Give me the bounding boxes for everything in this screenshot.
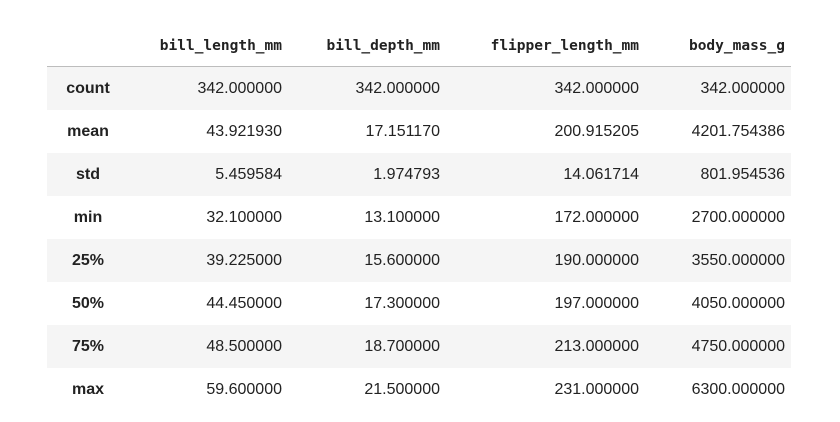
table-cell: 13.100000 [364,208,440,226]
table-cell: 197.000000 [554,294,639,312]
table-row: min 32.100000 13.100000 172.000000 2700.… [47,196,791,239]
table-cell: 18.700000 [364,337,440,355]
table-cell: 15.600000 [364,251,440,269]
table-cell: 342.000000 [355,79,440,97]
table-cell: 39.225000 [206,251,282,269]
column-header: body_mass_g [645,26,791,67]
column-header: flipper_length_mm [446,26,645,67]
table-cell: 14.061714 [563,165,639,183]
row-label: std [76,165,100,183]
table-cell: 342.000000 [197,79,282,97]
table-row: 75% 48.500000 18.700000 213.000000 4750.… [47,325,791,368]
row-label: 50% [71,294,105,312]
row-label: count [66,79,110,97]
table-row: count 342.000000 342.000000 342.000000 3… [47,66,791,110]
table-cell: 17.151170 [365,122,440,140]
table-cell: 4750.000000 [691,337,785,355]
table-cell: 6300.000000 [691,380,785,398]
row-label: 75% [71,337,105,355]
column-header: bill_depth_mm [288,26,446,67]
table-row: max 59.600000 21.500000 231.000000 6300.… [47,368,791,411]
table-cell: 48.500000 [206,337,282,355]
row-label: max [71,380,105,398]
table-cell: 17.300000 [364,294,440,312]
table-cell: 44.450000 [206,294,282,312]
row-label: mean [67,122,109,140]
table-cell: 200.915205 [554,122,639,140]
header-row: bill_length_mm bill_depth_mm flipper_len… [47,26,791,67]
table-cell: 172.000000 [554,208,639,226]
table-cell: 342.000000 [554,79,639,97]
describe-table: bill_length_mm bill_depth_mm flipper_len… [47,26,791,411]
row-label: 25% [71,251,105,269]
table-cell: 59.600000 [206,380,282,398]
table-cell: 32.100000 [206,208,282,226]
table-cell: 21.500000 [364,380,440,398]
column-header: bill_length_mm [129,26,288,67]
table-row: mean 43.921930 17.151170 200.915205 4201… [47,110,791,153]
table-cell: 2700.000000 [691,208,785,226]
table-cell: 213.000000 [554,337,639,355]
table-row: 25% 39.225000 15.600000 190.000000 3550.… [47,239,791,282]
table-cell: 1.974793 [373,165,440,183]
dataframe-output: bill_length_mm bill_depth_mm flipper_len… [47,26,791,411]
row-label: min [73,208,103,226]
table-cell: 4201.754386 [691,122,785,140]
table-cell: 3550.000000 [691,251,785,269]
table-row: std 5.459584 1.974793 14.061714 801.9545… [47,153,791,196]
table-row: 50% 44.450000 17.300000 197.000000 4050.… [47,282,791,325]
table-cell: 5.459584 [215,165,282,183]
table-cell: 231.000000 [554,380,639,398]
table-cell: 4050.000000 [691,294,785,312]
table-cell: 43.921930 [206,122,282,140]
table-cell: 342.000000 [700,79,785,97]
table-cell: 190.000000 [554,251,639,269]
index-header-corner [47,26,129,67]
table-cell: 801.954536 [700,165,785,183]
